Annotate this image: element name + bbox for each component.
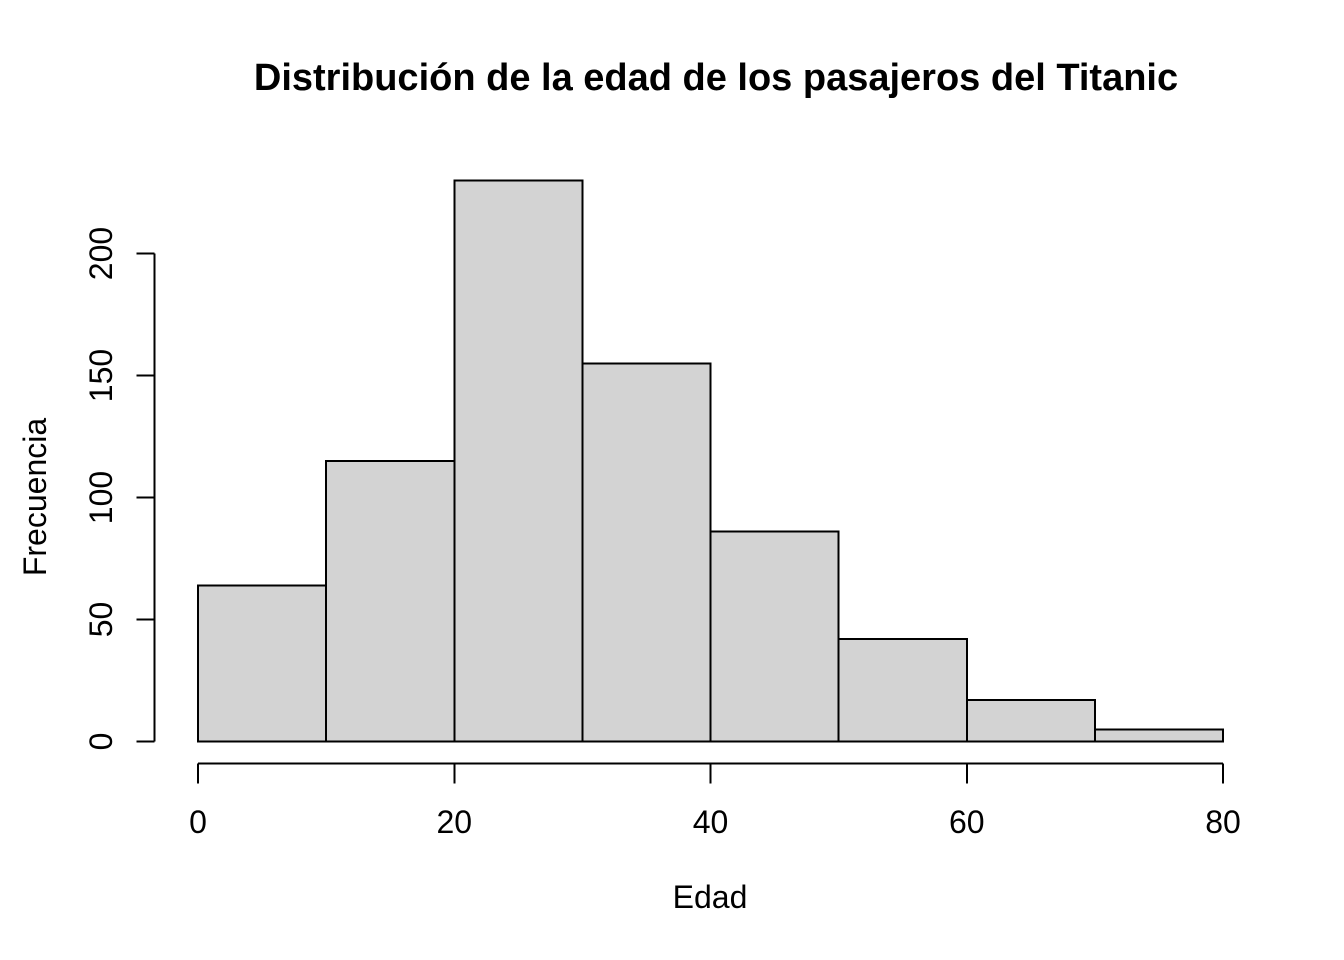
chart-title: Distribución de la edad de los pasajeros… <box>254 57 1178 99</box>
x-tick-label: 20 <box>436 804 472 840</box>
x-tick-label: 60 <box>949 804 985 840</box>
y-tick-label: 0 <box>83 733 119 751</box>
x-tick-label: 80 <box>1205 804 1241 840</box>
x-tick-label: 0 <box>189 804 207 840</box>
y-tick-label: 200 <box>83 227 119 280</box>
histogram-bar <box>325 459 456 743</box>
histogram-bar <box>581 362 712 743</box>
y-tick-label: 100 <box>83 471 119 524</box>
y-axis-label: Frecuencia <box>17 418 53 577</box>
histogram-bar <box>965 699 1096 743</box>
y-axis: 0 50 100 150 200 <box>83 227 156 751</box>
x-axis-label: Edad <box>673 879 748 915</box>
y-tick-label: 50 <box>83 602 119 638</box>
x-tick-label: 40 <box>693 804 729 840</box>
histogram-bar <box>837 638 968 743</box>
x-axis: 0 20 40 60 80 <box>189 762 1241 840</box>
histogram-bar <box>197 584 328 743</box>
histogram-bar <box>709 530 840 743</box>
y-tick-label: 150 <box>83 349 119 402</box>
bars-group <box>197 179 1224 743</box>
histogram-bar <box>453 179 584 743</box>
histogram-bar <box>1093 728 1224 743</box>
